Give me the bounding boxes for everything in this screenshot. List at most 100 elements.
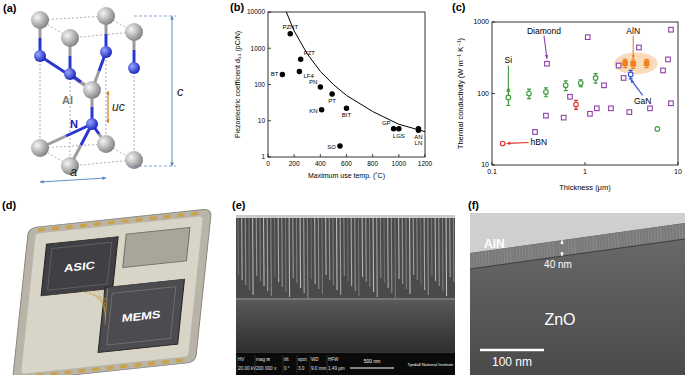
- column: [267, 217, 269, 291]
- lattice-label: uc: [112, 100, 125, 114]
- pad: [120, 364, 127, 368]
- column: [329, 217, 331, 280]
- texture: [590, 237, 591, 251]
- texture: [605, 235, 606, 249]
- column: [351, 217, 353, 286]
- error-bar: [645, 59, 649, 67]
- field-label: mag ⊞: [256, 357, 270, 362]
- pad: [78, 369, 85, 373]
- field-value: 3.0: [298, 366, 305, 371]
- texture: [664, 227, 665, 241]
- field-label: tilt: [284, 357, 289, 362]
- column: [245, 217, 247, 285]
- texture: [535, 245, 536, 259]
- pad: [148, 361, 155, 365]
- al-atom: [31, 11, 49, 29]
- column: [285, 217, 287, 292]
- column: [237, 217, 239, 275]
- mems-detail: [107, 287, 176, 345]
- field-value: 20.00 kV: [238, 366, 257, 371]
- texture: [593, 237, 594, 251]
- pad: [52, 226, 59, 230]
- c-arrow-head: [170, 16, 173, 20]
- point: [621, 76, 626, 81]
- texture: [541, 244, 542, 258]
- error-bar: [564, 81, 568, 91]
- texture: [617, 233, 618, 247]
- texture: [581, 239, 582, 253]
- column: [256, 217, 258, 276]
- texture: [525, 246, 526, 260]
- al-atom: [61, 29, 79, 47]
- error-bar: [574, 100, 578, 109]
- point: [574, 102, 579, 107]
- x-tick-label: 0.1: [487, 168, 497, 175]
- column: [274, 217, 276, 277]
- point-label: BT: [271, 71, 279, 77]
- al-atom: [97, 7, 115, 25]
- column: [321, 217, 323, 294]
- al-atom: [31, 139, 49, 157]
- texture: [611, 234, 612, 248]
- point: [602, 83, 607, 88]
- cell-edge: [134, 32, 135, 160]
- annotation-arrow: [631, 79, 643, 95]
- texture: [504, 249, 505, 263]
- pad: [162, 360, 169, 364]
- lattice-label: c: [177, 84, 184, 99]
- y-tick-label: 10000: [247, 8, 265, 15]
- cell-edge: [40, 20, 41, 148]
- annotation-arrow-head: [507, 142, 511, 145]
- annotation-arrow-head: [631, 55, 634, 59]
- texture: [584, 238, 585, 252]
- point: [669, 27, 674, 32]
- column: [252, 217, 254, 295]
- x-tick-label: 400: [315, 160, 326, 167]
- figure: (a)(b)(c)(d)(e)(f)caucAlN020040060080010…: [0, 0, 685, 375]
- column: [372, 217, 374, 292]
- column: [259, 217, 261, 281]
- substrate: [236, 299, 455, 352]
- x-axis-label: Maximum use temp. (˚C): [308, 172, 385, 180]
- x-tick-label: 200: [289, 160, 300, 167]
- block-label: MEMS: [121, 308, 161, 325]
- column: [394, 217, 396, 298]
- al-atom: [83, 81, 101, 99]
- y-tick: [492, 165, 495, 166]
- point-label: PT: [328, 98, 336, 104]
- series-annotation: hBN: [531, 137, 548, 147]
- thickness-label: 40 nm: [544, 259, 572, 270]
- texture: [528, 246, 529, 260]
- pad: [135, 218, 142, 222]
- column: [409, 217, 411, 294]
- column: [431, 217, 433, 276]
- point: [609, 106, 614, 111]
- point: [297, 69, 301, 73]
- pad: [36, 373, 43, 375]
- thickness-arrow-head: [560, 240, 563, 244]
- point: [661, 68, 666, 73]
- error-bar: [544, 88, 548, 97]
- column: [307, 217, 309, 298]
- plot-frame: [492, 22, 678, 165]
- block-label: ASIC: [63, 259, 96, 275]
- column: [281, 217, 283, 287]
- texture: [614, 234, 615, 248]
- y-tick: [492, 93, 495, 94]
- pad: [106, 366, 113, 370]
- texture: [485, 252, 486, 266]
- texture: [682, 224, 683, 238]
- texture: [516, 248, 517, 262]
- x-tick-label: 1000: [392, 160, 407, 167]
- plot-frame: [268, 12, 425, 157]
- texture: [596, 236, 597, 250]
- point: [506, 95, 511, 100]
- pad: [92, 367, 99, 371]
- texture: [470, 254, 471, 268]
- a-arrow-head: [40, 180, 44, 183]
- y-axis-label: Piezoelectric coefficient d₃₃ (pC/N): [234, 31, 242, 138]
- pad: [64, 370, 71, 374]
- column: [289, 217, 291, 297]
- column: [405, 217, 407, 289]
- point-label: GP: [382, 120, 391, 126]
